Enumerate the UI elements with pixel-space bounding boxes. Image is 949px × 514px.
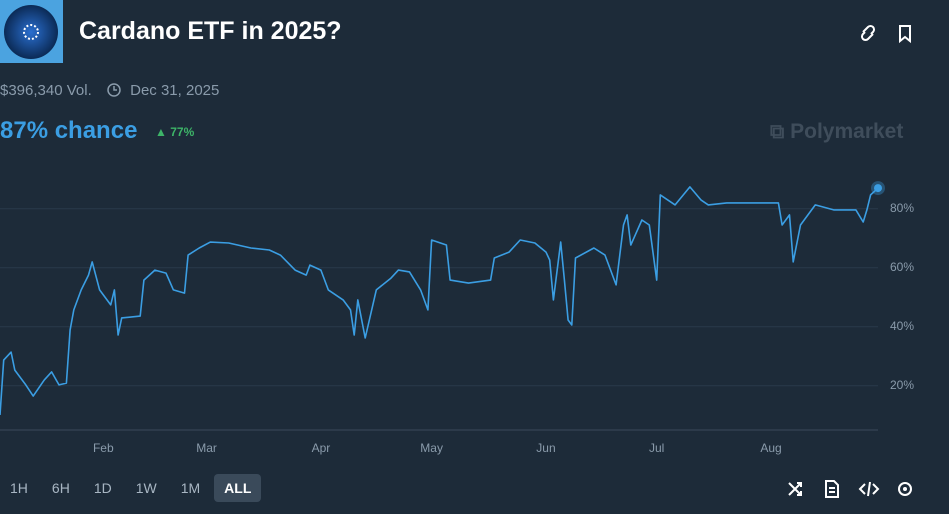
x-tick-label: Mar [196,441,217,455]
chance: 87% chance [0,117,138,144]
end-date: Dec 31, 2025 [130,82,220,99]
y-tick-label: 80% [890,201,914,215]
x-tick-label: Jun [536,441,555,455]
x-tick-label: May [420,441,443,455]
x-tick-label: Aug [760,441,781,455]
title: Cardano ETF in 2025? [79,17,342,45]
x-tick-label: Apr [312,441,331,455]
clock-icon [107,83,121,97]
y-tick-label: 40% [890,319,914,333]
range-button[interactable]: 1D [93,480,112,496]
end-point [874,184,882,193]
volume: $396,340 Vol. [0,82,92,99]
x-tick-label: Feb [93,441,114,455]
toolbar-icons[interactable] [787,479,917,499]
x-tick-label: Jul [649,441,664,455]
chart: 20% 40% 60% 80% Feb Mar Apr May Jun Jul Aug [0,181,914,455]
market-icon [0,0,63,63]
header-icons[interactable] [860,24,920,44]
change-value: 77% [170,125,195,139]
y-tick-label: 60% [890,260,914,274]
brand-name: Polymarket [790,120,904,143]
line [0,186,879,416]
range-button[interactable]: ALL [214,474,262,502]
range-buttons: 1H 6H 1D 1W 1M ALL [0,474,262,502]
brand: ⧉ Polymarket [770,120,904,143]
range-button[interactable]: 1M [180,480,201,496]
y-tick-label: 20% [890,378,914,392]
range-button[interactable]: 1W [135,480,157,496]
meta: $396,340 Vol. Dec 31, 2025 [0,82,219,99]
range-button[interactable]: 6H [51,480,70,496]
range-button[interactable]: 1H [10,480,28,496]
change: ▲ 77% [155,125,195,139]
